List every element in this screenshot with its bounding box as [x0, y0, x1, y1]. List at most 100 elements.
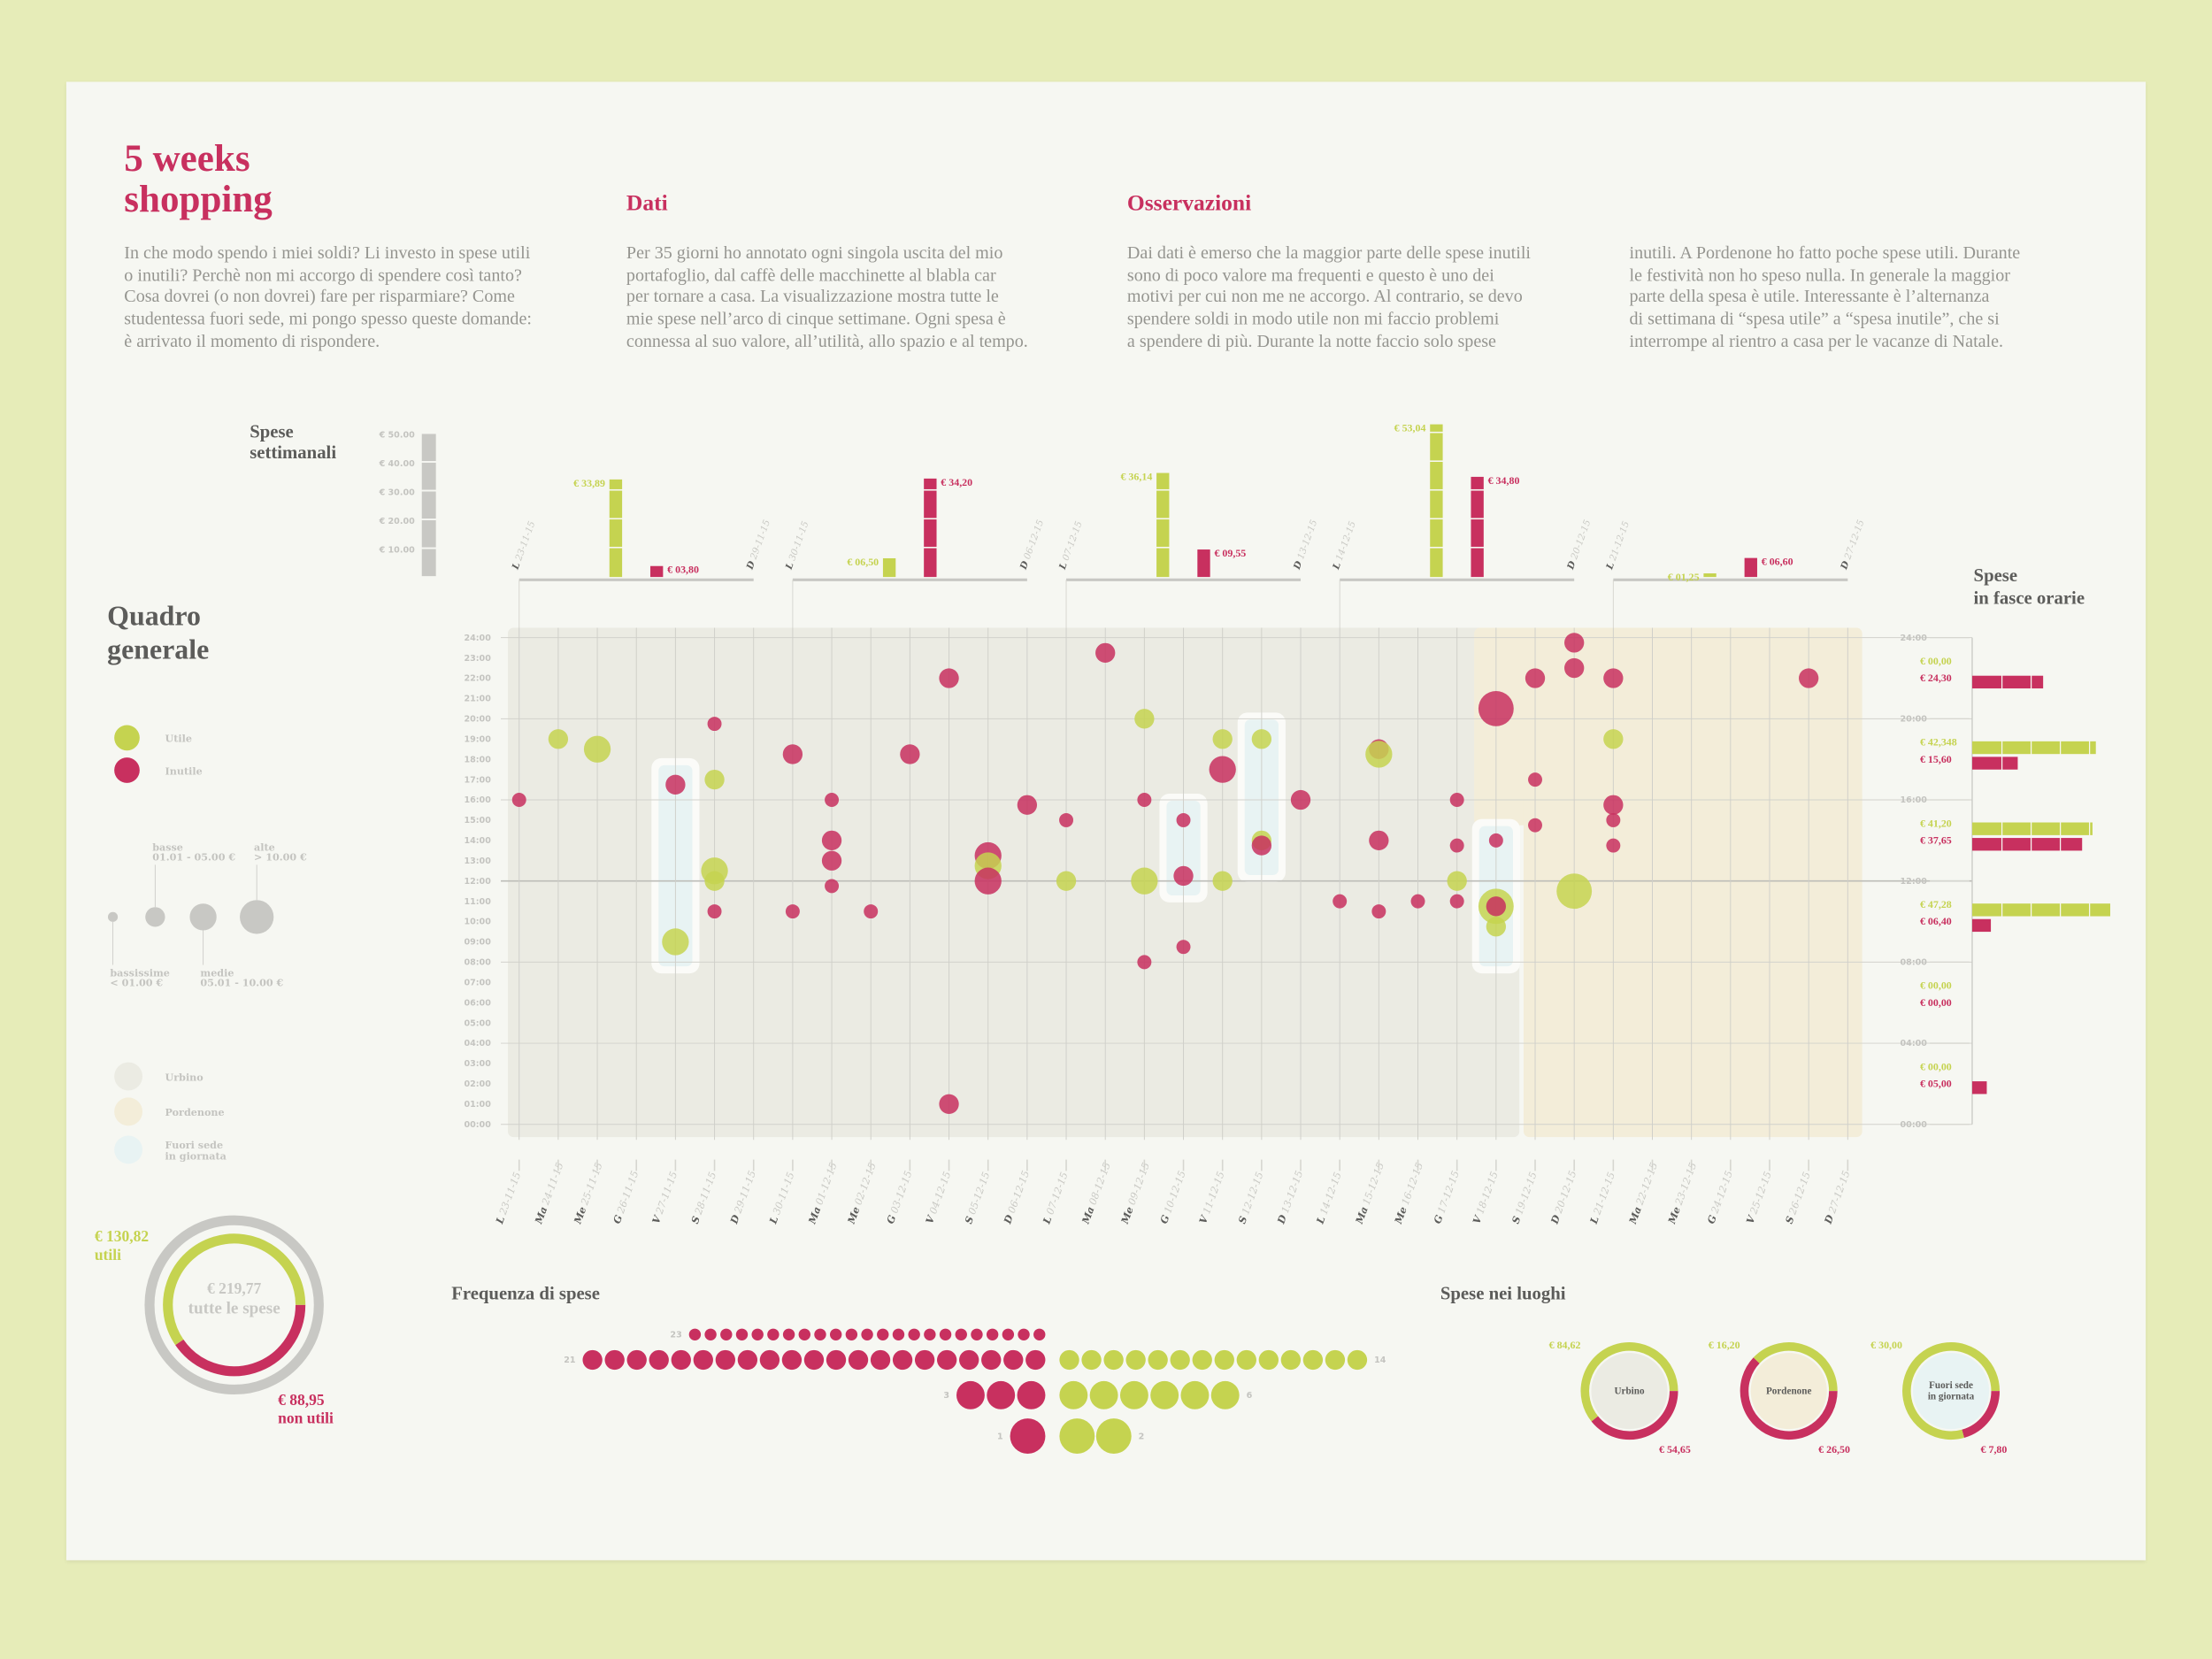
bubble-inutile: [1488, 833, 1503, 848]
day-abbr: Me: [572, 1205, 588, 1226]
x-tick-label: Ma24-11-15: [533, 1161, 565, 1226]
legend-size-name: alte: [254, 841, 275, 853]
hourly-bar-utile: [2061, 903, 2089, 917]
osservazioni-line: motivi per cui non me ne accorgo. Al con…: [1126, 287, 1523, 307]
dati-line: connessa al suo valore, all’utilità, all…: [626, 331, 1028, 351]
place-disc: [1750, 1353, 1827, 1430]
day-date: 27-12-15: [1826, 1169, 1853, 1216]
bubble-inutile: [1176, 940, 1191, 955]
frequency-dot-utile: [1148, 1349, 1168, 1371]
day-abbr: L: [494, 1215, 507, 1226]
legend-size-name: bassissime: [110, 967, 170, 979]
week-date: 21-12-15: [1608, 519, 1632, 563]
weekly-axis-label: € 10.00: [379, 545, 416, 555]
place-donut-arc-utile: [1580, 1342, 1678, 1422]
place-donut-arc-utile: [1753, 1342, 1838, 1392]
frequency-dot-utile: [1214, 1349, 1234, 1371]
hourly-tick-label: 20:00: [1901, 715, 1928, 725]
weekly-axis-segment: [421, 491, 436, 519]
x-tick-label: D06-12-15: [1002, 1169, 1032, 1226]
day-abbr: D: [1275, 1213, 1289, 1226]
day-date: 14-12-15: [1317, 1171, 1343, 1217]
x-tick-label: Ma15-12-15: [1353, 1161, 1386, 1226]
y-tick-label: 05:00: [464, 1018, 491, 1028]
frequency-dot-inutile: [671, 1349, 691, 1371]
frequency-dot-inutile: [829, 1328, 842, 1340]
legend-place-dot: [114, 1062, 143, 1091]
intro-line: studentessa fuori sede, mi pongo spesso …: [124, 309, 532, 329]
week-date: 30-11-15: [787, 519, 810, 562]
legend-place-label: in giornata: [165, 1151, 227, 1163]
y-tick-label: 06:00: [464, 998, 491, 1008]
legend-size-dot: [145, 907, 165, 927]
day-abbr: G: [1705, 1213, 1719, 1225]
place-value-utile: € 16,20: [1709, 1339, 1740, 1351]
day-abbr: Ma: [1353, 1205, 1370, 1226]
frequency-dot-inutile: [924, 1328, 936, 1340]
x-tick-label: D20-12-15: [1548, 1169, 1578, 1226]
weekly-bar-utile: [1430, 519, 1443, 547]
hourly-value-utile: € 41,20: [1920, 817, 1952, 829]
day-abbr: L: [767, 1215, 780, 1226]
legend-inutile-dot: [114, 757, 140, 783]
hourly-value-inutile: € 15,60: [1920, 753, 1952, 765]
non-utili-value: € 88,95: [278, 1391, 325, 1409]
hourly-bar-utile: [2090, 741, 2096, 755]
place-disc: [1912, 1353, 1990, 1430]
x-tick-label: V27-11-15: [650, 1170, 680, 1225]
x-tick-label: G24-12-15: [1705, 1169, 1735, 1225]
day-abbr: S: [689, 1215, 703, 1225]
legend-place-dot: [114, 1097, 143, 1126]
x-tick-label: D13-12-15: [1275, 1169, 1305, 1226]
hourly-tick-label: 16:00: [1901, 795, 1928, 805]
frequency-dot-inutile: [987, 1380, 1016, 1409]
weekly-value-inutile: € 03,80: [667, 564, 699, 576]
legend-size-range: 01.01 - 05.00 €: [152, 852, 235, 864]
bubble-utile: [583, 735, 611, 763]
frequency-dot-inutile: [649, 1349, 669, 1371]
dati-line: Per 35 giorni ho annotato ogni singola u…: [626, 242, 1003, 263]
hourly-value-inutile: € 00,00: [1920, 996, 1952, 1009]
week-label: L14-12-15: [1331, 519, 1358, 572]
weekly-bar-inutile: [1197, 549, 1210, 578]
hourly-value-inutile: € 06,40: [1920, 915, 1952, 927]
frequency-dot-utile: [1125, 1349, 1146, 1371]
frequency-dot-inutile: [803, 1349, 825, 1371]
y-tick-label: 21:00: [464, 695, 491, 704]
week-date: 29-11-15: [748, 518, 772, 562]
x-tick-label: Me09-12-15: [1118, 1161, 1151, 1226]
day-date: 17-12-15: [1436, 1169, 1462, 1215]
week-label: L21-12-15: [1604, 519, 1632, 572]
day-abbr: V: [924, 1213, 938, 1225]
bubble-inutile: [1528, 818, 1542, 833]
frequency-dot-inutile: [626, 1349, 647, 1371]
y-tick-label: 08:00: [464, 958, 491, 968]
frequency-dot-utile: [1119, 1380, 1148, 1409]
x-tick-label: S26-12-15: [1784, 1171, 1813, 1225]
day-date: 22-12-15: [1633, 1161, 1660, 1208]
hourly-bar-utile: [2002, 741, 2031, 755]
weekly-bar-utile: [1430, 548, 1443, 578]
bubble-utile: [662, 928, 689, 956]
frequency-dot-inutile: [1010, 1418, 1046, 1455]
frequency-dot-utile: [1059, 1349, 1079, 1371]
x-tick-label: Ma22-12-15: [1627, 1161, 1660, 1226]
weekly-axis-segment: [421, 520, 436, 548]
total-label: tutte le spese: [188, 1299, 280, 1317]
frequency-dot-utile: [1180, 1380, 1210, 1409]
bubble-inutile: [939, 1094, 959, 1114]
frequency-dot-inutile: [759, 1349, 780, 1371]
frequency-dot-inutile: [981, 1349, 1002, 1371]
x-tick-label: L21-12-15: [1587, 1171, 1617, 1226]
hourly-value-inutile: € 24,30: [1920, 672, 1952, 684]
frequency-dot-inutile: [861, 1328, 873, 1340]
day-date: 08-12-15: [1087, 1161, 1112, 1207]
weekly-value-utile: € 01,25: [1668, 571, 1700, 583]
week-day: L: [1331, 561, 1343, 572]
day-abbr: L: [1587, 1215, 1601, 1226]
x-tick-label: Me02-12-15: [845, 1161, 878, 1226]
hourly-bar-utile: [1971, 741, 2001, 755]
day-date: 24-11-15: [540, 1161, 566, 1208]
bubble-inutile: [1137, 793, 1152, 807]
x-tick-label: S28-11-15: [689, 1171, 718, 1225]
